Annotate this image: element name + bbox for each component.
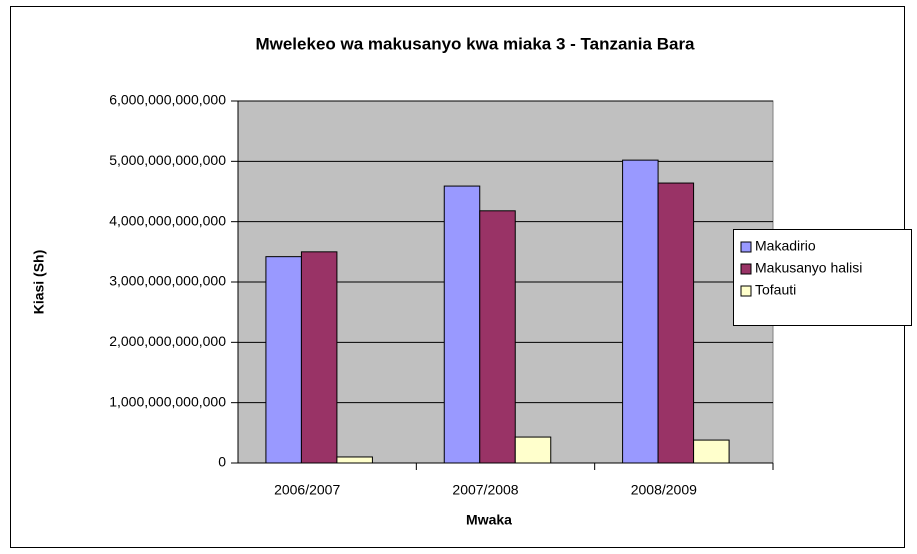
legend-label: Makusanyo halisi: [755, 260, 862, 276]
y-axis-label: Kiasi (Sh): [31, 250, 47, 315]
y-tick-label: 1,000,000,000,000: [109, 393, 226, 409]
x-tick-label: 2007/2008: [452, 482, 518, 498]
y-tick-label: 3,000,000,000,000: [109, 273, 226, 289]
bar: [336, 456, 373, 464]
bar: [693, 439, 730, 464]
legend-label: Tofauti: [755, 282, 796, 298]
legend-swatch: [740, 263, 752, 275]
bar: [300, 251, 338, 464]
y-tick-label: 0: [218, 454, 226, 470]
y-tick-label: 4,000,000,000,000: [109, 212, 226, 228]
bar: [265, 256, 302, 464]
bar: [622, 159, 659, 464]
bar: [657, 182, 695, 464]
bar: [443, 185, 481, 464]
bar: [514, 436, 552, 464]
x-axis-label: Mwaka: [466, 512, 512, 528]
x-tick-label: 2006/2007: [274, 482, 340, 498]
bar: [479, 210, 516, 464]
y-tick-label: 2,000,000,000,000: [109, 333, 226, 349]
y-tick-label: 6,000,000,000,000: [109, 92, 226, 108]
legend-swatch: [740, 285, 752, 297]
legend-swatch: [740, 241, 752, 253]
y-tick-label: 5,000,000,000,000: [109, 152, 226, 168]
legend-box: [733, 229, 912, 326]
chart-title: Mwelekeo wa makusanyo kwa miaka 3 - Tanz…: [255, 34, 695, 53]
legend-label: Makadirio: [755, 238, 816, 254]
x-tick-label: 2008/2009: [631, 482, 697, 498]
